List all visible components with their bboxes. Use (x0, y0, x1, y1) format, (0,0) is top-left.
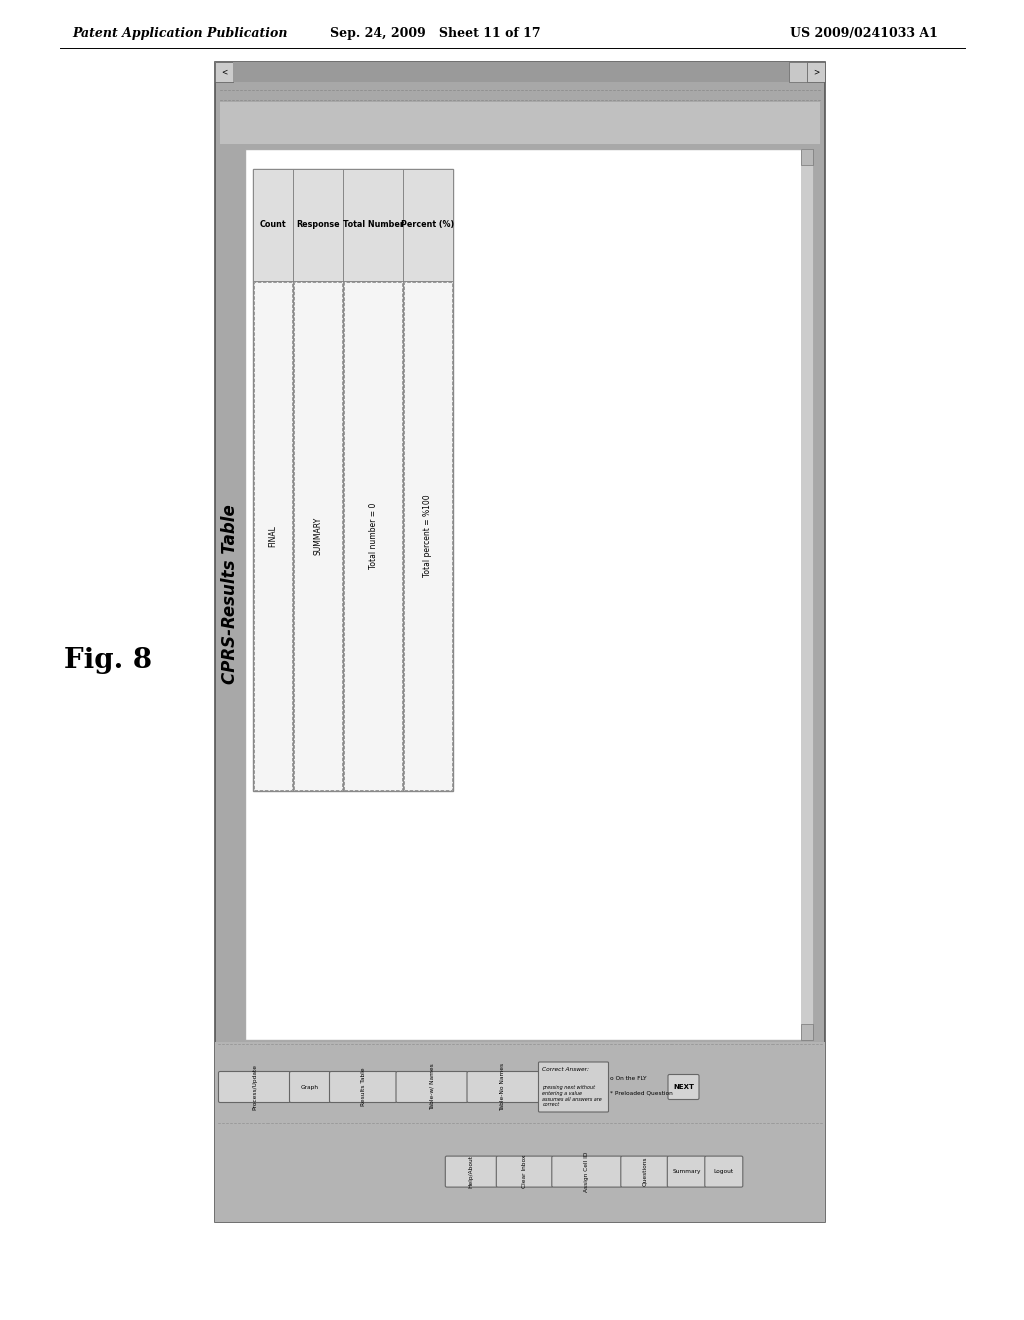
Text: Patent Application Publication: Patent Application Publication (72, 26, 288, 40)
FancyBboxPatch shape (539, 1063, 608, 1111)
Bar (293, 169, 343, 281)
FancyBboxPatch shape (668, 1156, 706, 1187)
Bar (801, 149, 813, 165)
Text: NEXT: NEXT (673, 1084, 694, 1090)
Text: pressing next without
entering a value
assumes all answers are
correct: pressing next without entering a value a… (543, 1085, 602, 1107)
Text: Fig. 8: Fig. 8 (63, 647, 152, 673)
Text: Results Table: Results Table (360, 1068, 366, 1106)
FancyBboxPatch shape (396, 1072, 468, 1102)
Bar (403, 169, 453, 281)
Bar (801, 1024, 813, 1040)
FancyBboxPatch shape (497, 1156, 553, 1187)
Bar (343, 169, 403, 281)
Text: Table-w/ Names: Table-w/ Names (429, 1064, 434, 1110)
FancyBboxPatch shape (705, 1156, 742, 1187)
FancyBboxPatch shape (218, 1072, 291, 1102)
Bar (245, 149, 813, 1040)
Text: Process/Update: Process/Update (252, 1064, 257, 1110)
Bar (294, 282, 342, 789)
Text: Percent (%): Percent (%) (401, 220, 455, 230)
Bar (790, 62, 807, 82)
Text: FINAL: FINAL (268, 525, 278, 546)
Bar (344, 282, 402, 789)
FancyBboxPatch shape (668, 1074, 699, 1100)
FancyBboxPatch shape (621, 1156, 669, 1187)
FancyBboxPatch shape (330, 1072, 397, 1102)
Bar (254, 282, 292, 789)
Text: US 2009/0241033 A1: US 2009/0241033 A1 (790, 26, 938, 40)
Bar (220, 102, 820, 144)
FancyBboxPatch shape (445, 1156, 498, 1187)
Bar (215, 62, 825, 82)
Bar (215, 1041, 825, 1222)
Text: Questions: Questions (642, 1156, 647, 1187)
Text: SUMMARY: SUMMARY (313, 516, 323, 554)
Text: * Preloaded Question: * Preloaded Question (609, 1090, 672, 1096)
Text: o On the FLY: o On the FLY (609, 1077, 646, 1081)
Text: Help/About: Help/About (469, 1155, 474, 1188)
Bar (233, 62, 807, 82)
Bar (215, 62, 825, 1222)
Text: Graph: Graph (301, 1085, 319, 1089)
Text: Response: Response (296, 220, 340, 230)
FancyBboxPatch shape (290, 1072, 331, 1102)
Text: Count: Count (260, 220, 287, 230)
FancyBboxPatch shape (552, 1156, 622, 1187)
Bar (215, 62, 233, 82)
Text: Total Number: Total Number (343, 220, 403, 230)
Bar (253, 169, 453, 791)
Text: Table-No Names: Table-No Names (501, 1063, 506, 1111)
FancyBboxPatch shape (467, 1072, 539, 1102)
Bar (807, 62, 825, 82)
Text: Total percent = %100: Total percent = %100 (424, 495, 432, 577)
Text: Clear Inbox: Clear Inbox (522, 1155, 527, 1188)
Bar (801, 149, 813, 1040)
Bar (253, 169, 293, 281)
Text: CPRS-Results Table: CPRS-Results Table (221, 504, 239, 684)
Bar (404, 282, 452, 789)
Text: >: > (813, 67, 819, 77)
Text: Correct Answer:: Correct Answer: (543, 1067, 590, 1072)
Text: Sep. 24, 2009   Sheet 11 of 17: Sep. 24, 2009 Sheet 11 of 17 (330, 26, 541, 40)
Text: Assign Cell ID: Assign Cell ID (585, 1151, 589, 1192)
Text: <: < (221, 67, 227, 77)
Text: Total number = 0: Total number = 0 (369, 503, 378, 569)
Text: Summary: Summary (673, 1170, 700, 1173)
Text: Logout: Logout (714, 1170, 734, 1173)
